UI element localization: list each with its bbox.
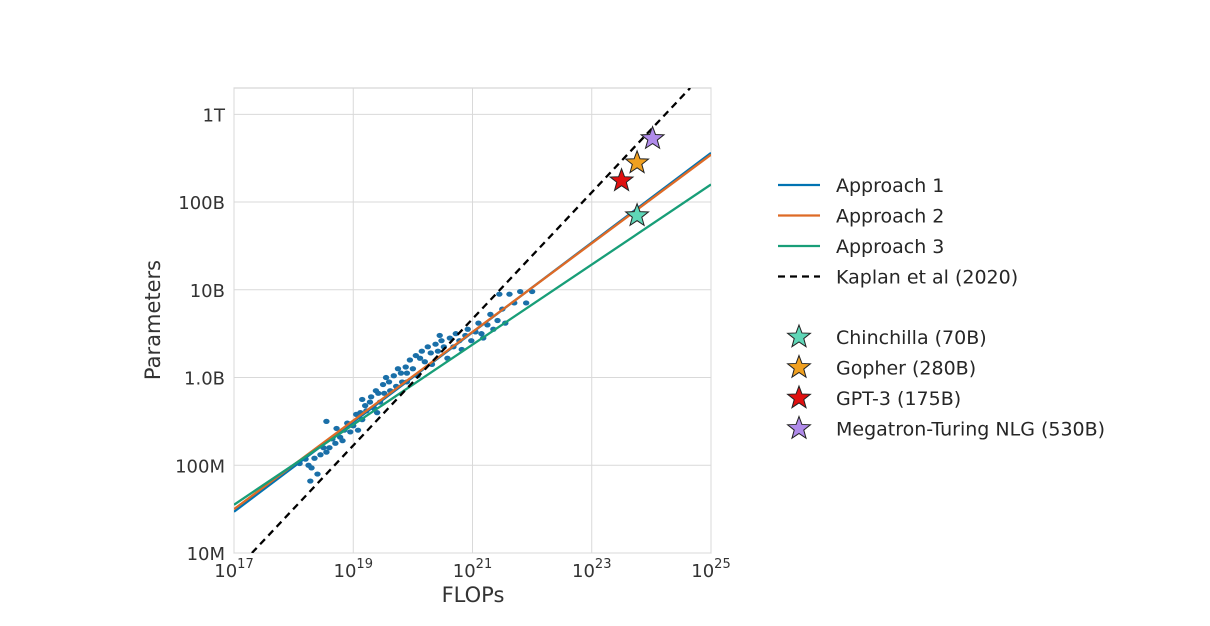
scatter-point xyxy=(432,341,439,347)
legend-marker-label: GPT-3 (175B) xyxy=(836,388,961,410)
scatter-point xyxy=(317,452,324,458)
scatter-point xyxy=(382,374,390,381)
x-tick-label: 1023 xyxy=(572,557,611,582)
scatter-point xyxy=(373,410,381,416)
legend-star-swatch xyxy=(786,323,812,348)
scatter-point xyxy=(326,445,333,451)
scatter-point xyxy=(416,355,424,361)
y-tick-labels: 10M 100M 1.0B 10B 100B 1T xyxy=(175,105,226,565)
scatter-point xyxy=(379,381,387,388)
y-tick-label: 1T xyxy=(203,105,226,126)
model-star-marker xyxy=(639,125,666,150)
legend-marker-label: Megatron-Turing NLG (530B) xyxy=(836,419,1105,441)
y-axis-label: Parameters xyxy=(141,260,165,380)
fit-line xyxy=(234,183,711,506)
scatter-point xyxy=(522,300,530,306)
scatter-point xyxy=(311,455,318,461)
scatter-point xyxy=(438,338,445,344)
scatter-point xyxy=(402,364,409,370)
scatter-point xyxy=(354,427,362,433)
scatter-point xyxy=(347,429,354,435)
scatter-point xyxy=(528,288,536,295)
scatter-point xyxy=(339,438,346,444)
scatter-point xyxy=(446,335,454,341)
scatter-point xyxy=(366,399,374,405)
x-tick-label: 1017 xyxy=(214,557,253,582)
scatter-point xyxy=(390,373,397,379)
legend-star-swatch xyxy=(786,354,812,379)
scatter-point xyxy=(434,348,442,354)
scatter-point xyxy=(424,344,431,350)
x-tick-label: 1021 xyxy=(453,557,492,582)
scatter-point xyxy=(478,331,485,337)
scatter-point xyxy=(494,317,501,324)
scatter-point xyxy=(421,359,428,365)
scatter-point xyxy=(308,465,315,471)
model-markers xyxy=(608,125,666,227)
model-star-marker xyxy=(624,149,650,174)
x-axis-label: FLOPs xyxy=(442,583,505,607)
scatter-point xyxy=(381,390,388,396)
scatter-point xyxy=(517,288,524,295)
scatter-point xyxy=(468,338,475,344)
legend-line-label: Approach 2 xyxy=(836,206,944,228)
scatter-point xyxy=(506,291,513,297)
scatter-point xyxy=(323,418,330,424)
legend-marker-label: Chinchilla (70B) xyxy=(836,327,987,349)
y-tick-label: 100M xyxy=(175,456,225,477)
scatter-point xyxy=(397,370,405,376)
y-tick-label: 100B xyxy=(178,193,225,214)
model-star-marker xyxy=(608,167,635,192)
legend-star-swatch xyxy=(786,415,812,440)
scatter-point xyxy=(464,326,471,332)
y-tick-label: 1.0B xyxy=(184,369,225,390)
y-tick-label: 10B xyxy=(190,281,225,302)
scatter-point xyxy=(452,331,460,337)
scatter-point xyxy=(361,403,369,409)
scatter-point xyxy=(314,471,321,477)
legend-line-label: Kaplan et al (2020) xyxy=(836,267,1018,289)
legend: Approach 1 Approach 2 Approach 3 Kaplan et … xyxy=(778,175,1105,441)
x-tick-labels: 1017 1019 1021 1023 1025 xyxy=(214,557,730,582)
legend-star-swatch xyxy=(786,384,812,409)
legend-line-label: Approach 1 xyxy=(836,175,944,197)
scatter-point xyxy=(394,366,402,372)
scatter-point xyxy=(375,390,382,396)
scatter-point xyxy=(496,291,503,297)
scatter-point xyxy=(333,425,340,432)
model-star-marker xyxy=(624,202,650,227)
grid xyxy=(233,88,712,554)
legend-marker-label: Gopher (280B) xyxy=(836,358,976,380)
scatter-point xyxy=(307,478,314,484)
scatter-point xyxy=(406,357,414,363)
x-tick-label: 1025 xyxy=(691,557,730,582)
x-tick-label: 1019 xyxy=(334,557,373,582)
scatter-point xyxy=(487,311,494,317)
scatter-point xyxy=(418,348,426,354)
scatter-point xyxy=(385,379,393,385)
scatter-point xyxy=(475,320,482,326)
scatter-point xyxy=(332,440,339,446)
y-tick-label: 10M xyxy=(187,544,225,565)
scatter-point xyxy=(367,394,375,400)
scatter-point xyxy=(427,350,434,356)
scatter-point xyxy=(358,396,366,403)
scatter-point xyxy=(323,449,330,455)
fit-line xyxy=(251,88,691,553)
scatter-point xyxy=(403,370,411,376)
scatter-point xyxy=(436,332,443,339)
scatter-point xyxy=(409,366,417,372)
legend-line-label: Approach 3 xyxy=(836,236,944,258)
